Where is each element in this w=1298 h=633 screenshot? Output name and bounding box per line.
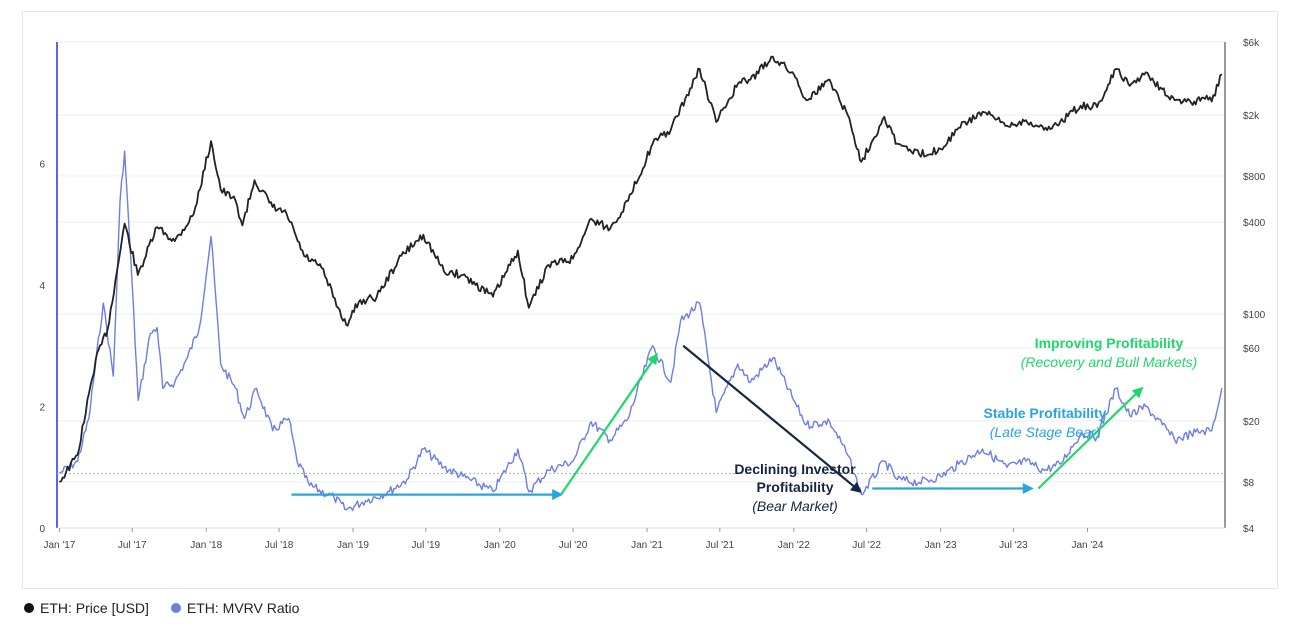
left-tick-label: 0 [39, 524, 45, 535]
x-tick-label: Jul '17 [118, 540, 147, 551]
x-tick-label: Jan '24 [1071, 540, 1103, 551]
x-tick-label: Jan '22 [778, 540, 810, 551]
legend-item-mvrv[interactable]: ETH: MVRV Ratio [170, 600, 300, 616]
annotation-title: Stable Profitability [984, 405, 1107, 421]
right-tick-label: $800 [1243, 172, 1266, 183]
annotation-title: Profitability [756, 479, 833, 495]
right-tick-label: $400 [1243, 218, 1266, 229]
annotation-arrow-green [560, 353, 658, 496]
x-tick-label: Jul '22 [852, 540, 881, 551]
x-tick-label: Jul '18 [265, 540, 294, 551]
series-mvrv-line [58, 150, 1223, 512]
annotation-arrow-green [1037, 386, 1144, 490]
x-tick-label: Jul '20 [559, 540, 588, 551]
legend-item-price[interactable]: ETH: Price [USD] [24, 600, 149, 616]
annotation-subtitle: (Late Stage Bear) [990, 424, 1101, 440]
x-tick-label: Jan '21 [631, 540, 663, 551]
legend-label-price: ETH: Price [USD] [40, 600, 149, 616]
eth-price-mvrv-chart: 0 2 4 6 $4 $8 $20 $60 $100 $400 $800 $2k $6k Jan '17 J… [39, 38, 1266, 551]
series-price-line [59, 55, 1223, 483]
x-tick-label: Jan '23 [925, 540, 957, 551]
left-tick-label: 2 [39, 403, 45, 414]
chart-frame: 0 2 4 6 $4 $8 $20 $60 $100 $400 $800 $2k $6k Jan '17 J… [22, 11, 1278, 589]
right-tick-label: $2k [1243, 111, 1260, 122]
x-tick-label: Jan '18 [190, 540, 222, 551]
legend-dot-price [24, 603, 34, 613]
x-tick-label: Jan '17 [43, 540, 75, 551]
legend-label-mvrv: ETH: MVRV Ratio [186, 600, 300, 616]
right-tick-label: $4 [1243, 524, 1255, 535]
x-tick-label: Jan '20 [484, 540, 516, 551]
right-tick-label: $20 [1243, 417, 1260, 428]
x-tick-label: Jul '23 [999, 540, 1028, 551]
legend-dot-mvrv [170, 603, 181, 613]
x-tick-label: Jul '21 [706, 540, 735, 551]
right-tick-label: $60 [1243, 344, 1260, 355]
right-tick-label: $6k [1243, 38, 1260, 49]
annotation-title: Declining Investor [734, 461, 856, 477]
chart-legend: ETH: Price [USD] ETH: MVRV Ratio [24, 600, 299, 616]
right-tick-label: $100 [1243, 310, 1266, 321]
annotation-title: Improving Profitability [1035, 335, 1184, 351]
x-tick-label: Jul '19 [412, 540, 441, 551]
annotation-subtitle: (Recovery and Bull Markets) [1021, 354, 1198, 370]
left-tick-label: 6 [39, 160, 45, 171]
right-tick-label: $8 [1243, 478, 1255, 489]
left-tick-label: 4 [39, 281, 45, 292]
x-tick-label: Jan '19 [337, 540, 369, 551]
annotation-subtitle: (Bear Market) [752, 498, 838, 514]
annotation-arrow-navy [682, 344, 862, 493]
